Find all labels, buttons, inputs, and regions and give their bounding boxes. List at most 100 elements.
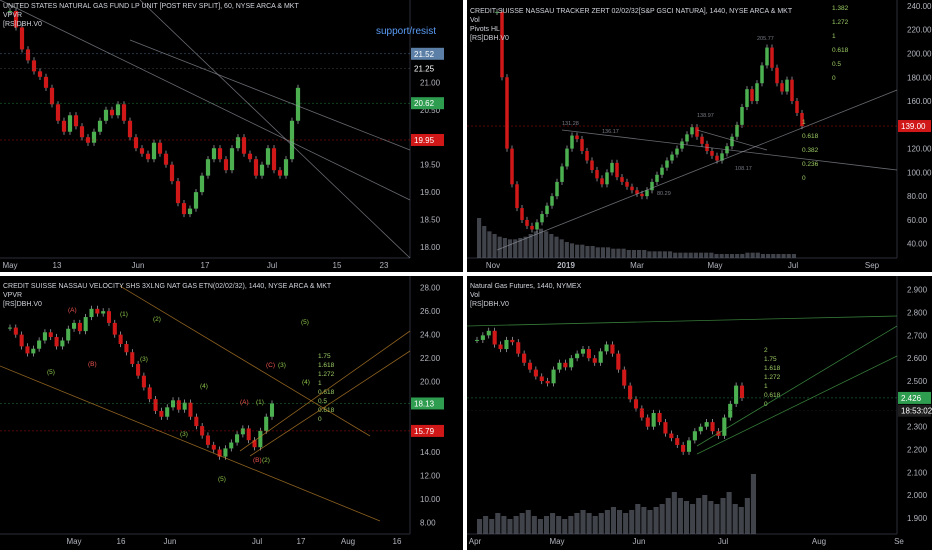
candle-body: [235, 137, 241, 149]
candle-body: [522, 353, 527, 363]
volume-bar: [683, 252, 688, 258]
candle-body: [722, 417, 727, 436]
candle-body: [211, 444, 216, 450]
trend-line: [696, 325, 898, 447]
volume-bar: [559, 239, 564, 258]
candle-body: [130, 352, 135, 364]
candle-body: [516, 342, 521, 354]
chart-canvas-4[interactable]: 1.900 2.000 2.100 2.200 2.300 2.500 2.600 2.700…: [467, 276, 932, 550]
volume-bar: [791, 254, 796, 258]
x-tick-label: Jun: [633, 537, 646, 546]
price-label-box: [411, 424, 444, 437]
candle-body: [500, 11, 504, 78]
volume-bar: [568, 516, 574, 534]
volume-bar: [544, 231, 549, 258]
price-label-box: [898, 120, 931, 133]
volume-bar: [487, 231, 492, 258]
candle-body: [610, 344, 615, 354]
candle-body: [620, 177, 624, 182]
volume-bar: [776, 254, 781, 258]
candle-body: [151, 142, 157, 160]
fib-level-label: 0: [832, 75, 836, 82]
pivot-label: 136.17: [602, 129, 619, 135]
candle-body: [283, 159, 289, 176]
candle-body: [563, 362, 568, 368]
candle-body: [229, 442, 234, 449]
candle-body: [745, 89, 749, 108]
volume-bar: [771, 254, 776, 258]
candle-body: [625, 181, 629, 187]
chart-canvas-2[interactable]: 40.00 60.00 80.00 100.00 120.00 160.00 180.00 2…: [467, 0, 932, 272]
fib-level-label: 0.618: [764, 392, 781, 399]
fib-level-label: 1.382: [832, 5, 849, 12]
fib-level-label: 0.618: [832, 47, 849, 54]
volume-bar: [562, 519, 568, 534]
volume-bar: [720, 498, 726, 534]
candle-body: [635, 190, 639, 194]
candle-body: [7, 10, 13, 12]
x-tick-label: Jul: [252, 537, 262, 546]
x-tick-label: Aug: [341, 537, 355, 546]
volume-bar: [740, 254, 745, 258]
volume-bar: [501, 516, 507, 534]
volume-bar: [709, 252, 714, 258]
volume-bar: [586, 513, 592, 534]
price-label-text: 15.79: [414, 427, 435, 436]
y-tick-label: 26.00: [420, 307, 441, 316]
candle-body: [570, 135, 574, 149]
candle-body: [153, 399, 158, 411]
trend-line: [696, 129, 768, 151]
chart-canvas-3[interactable]: 8.0010.0012.0014.0016.0018.0020.0022.002…: [0, 276, 463, 550]
candle-body: [595, 170, 599, 179]
chart-pane-1[interactable]: 18.00 18.50 19.00 19.50 20.50 21.00 May 13 Jun 17…: [0, 0, 463, 272]
fib-level-label: 1.272: [764, 374, 781, 381]
volume-bar: [693, 252, 698, 258]
volume-bar: [528, 234, 533, 258]
chart-title: CREDIT SUISSE NASSAU VELOCITY SHS 3XLNG …: [3, 283, 332, 290]
volume-bar: [755, 252, 760, 258]
candle-body: [205, 159, 211, 176]
chart-canvas-1[interactable]: 18.00 18.50 19.00 19.50 20.50 21.00 May 13 Jun 17…: [0, 0, 463, 272]
wave-label: (4): [200, 383, 208, 390]
candle-body: [187, 208, 193, 215]
candle-body: [193, 192, 199, 209]
y-tick-label: 22.00: [420, 354, 441, 363]
price-label-box: [411, 397, 444, 410]
candle-body: [550, 196, 554, 206]
y-tick-label: 220.00: [907, 26, 932, 35]
candle-body: [686, 440, 692, 452]
x-tick-label: Jul: [267, 261, 277, 270]
volume-bar: [569, 243, 575, 258]
candle-body: [145, 153, 151, 160]
x-tick-label: Apr: [469, 537, 482, 546]
candle-body: [67, 115, 73, 132]
candle-body: [575, 135, 579, 140]
y-tick-label: 100.00: [907, 168, 932, 177]
candle-body: [590, 160, 594, 171]
candle-body: [775, 67, 779, 84]
candle-body: [66, 328, 71, 341]
candle-body: [89, 308, 94, 318]
indicator-label: Vol: [470, 17, 480, 24]
wave-label: (5): [301, 319, 309, 326]
volume-bar: [671, 492, 677, 534]
candle-body: [628, 385, 633, 400]
chart-info-4: Natural Gas Futures, 1440, NYMEX Vol [RS…: [470, 282, 800, 309]
candle-body: [525, 219, 529, 226]
candle-body: [600, 178, 604, 185]
candle-body: [211, 148, 217, 160]
x-tick-label: Nov: [486, 261, 500, 270]
wave-label: (3): [140, 356, 148, 363]
volume-bar: [513, 239, 518, 258]
chart-pane-4[interactable]: 1.900 2.000 2.100 2.200 2.300 2.500 2.600 2.700…: [467, 276, 932, 550]
volume-bar: [738, 507, 744, 534]
y-tick-label: 21.00: [420, 78, 441, 87]
candle-body: [650, 181, 654, 191]
trend-line: [239, 330, 411, 452]
chart-pane-2[interactable]: 40.00 60.00 80.00 100.00 120.00 160.00 180.00 2…: [467, 0, 932, 272]
candle-body: [557, 362, 562, 370]
candle-body: [539, 376, 544, 382]
candle-body: [800, 112, 804, 127]
pivot-label: 108.17: [735, 166, 752, 172]
chart-pane-3[interactable]: 8.0010.0012.0014.0016.0018.0020.0022.002…: [0, 276, 463, 550]
